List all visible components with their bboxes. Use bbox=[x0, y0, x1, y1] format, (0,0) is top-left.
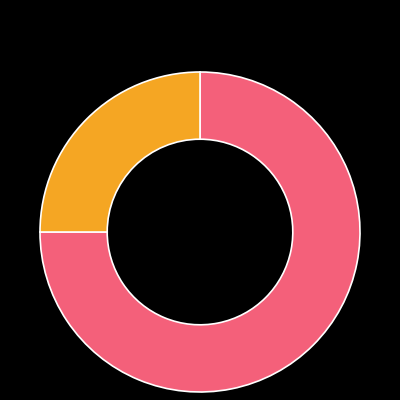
Wedge shape bbox=[40, 72, 360, 392]
Wedge shape bbox=[40, 72, 200, 232]
